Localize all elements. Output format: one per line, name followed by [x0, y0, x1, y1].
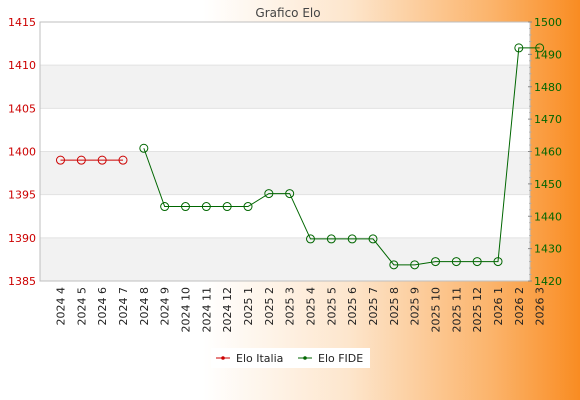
x-tick-label: 2025 2 — [263, 287, 276, 326]
data-point — [76, 155, 86, 165]
data-point — [431, 257, 440, 267]
data-point — [243, 202, 253, 212]
x-tick-label: 2025 1 — [242, 287, 255, 326]
data-point — [493, 257, 503, 267]
x-tick-label: 2025 4 — [305, 287, 318, 326]
data-point — [514, 43, 524, 53]
right-tick-label: 1490 — [534, 48, 562, 61]
right-tick-label: 1460 — [534, 146, 562, 159]
data-point — [326, 234, 336, 244]
left-tick-label: 1385 — [8, 275, 36, 288]
x-tick-label: 2026 3 — [534, 287, 547, 326]
x-tick-label: 2024 8 — [138, 287, 151, 326]
right-tick-label: 1480 — [534, 81, 562, 94]
data-point — [222, 202, 232, 212]
data-point — [97, 155, 107, 165]
x-tick-label: 2025 9 — [409, 287, 422, 326]
data-point — [389, 260, 399, 270]
left-tick-label: 1390 — [8, 232, 36, 245]
x-tick-label: 2025 12 — [471, 287, 484, 333]
legend-label: Elo Italia — [236, 352, 283, 365]
x-tick-label: 2025 10 — [430, 287, 443, 333]
x-tick-label: 2024 7 — [117, 287, 130, 326]
data-point — [139, 143, 149, 153]
left-tick-label: 1415 — [8, 16, 36, 29]
x-tick-label: 2024 12 — [221, 287, 234, 333]
data-point — [160, 202, 170, 212]
data-point — [118, 155, 128, 165]
legend-box — [211, 348, 370, 368]
right-y-axis: 1420 1430 1440 1450 1460 1470 1480 1490 1500 — [528, 16, 562, 288]
x-tick-label: 2025 7 — [367, 287, 380, 326]
data-point — [535, 43, 545, 53]
data-point — [410, 260, 420, 270]
legend-item: Elo Italia — [216, 352, 283, 365]
right-tick-label: 1440 — [534, 210, 562, 223]
series-elo-fide — [139, 43, 545, 270]
grid-band — [40, 237, 530, 281]
x-tick-label: 2024 11 — [200, 287, 213, 333]
left-tick-label: 1395 — [8, 189, 36, 202]
right-tick-label: 1450 — [534, 178, 562, 191]
x-tick-label: 2024 10 — [180, 287, 193, 333]
chart-title: Grafico Elo — [255, 6, 320, 20]
data-point — [56, 155, 65, 165]
x-tick-label: 2025 11 — [450, 287, 463, 333]
grid-band — [40, 151, 530, 195]
right-tick-label: 1420 — [534, 275, 562, 288]
x-tick-label: 2024 4 — [55, 287, 68, 326]
data-point — [472, 257, 482, 267]
left-tick-label: 1410 — [8, 59, 36, 72]
series-layer — [56, 43, 545, 270]
x-tick-label: 2024 9 — [159, 287, 172, 326]
series-elo-italia — [56, 155, 128, 165]
legend-item: Elo FIDE — [298, 352, 363, 365]
grid-band — [40, 65, 530, 109]
data-point — [264, 189, 274, 199]
x-tick-label: 2024 6 — [96, 287, 109, 326]
data-point — [368, 234, 378, 244]
x-tick-label: 2024 5 — [75, 287, 88, 326]
x-tick-label: 2025 5 — [325, 287, 338, 326]
left-tick-label: 1405 — [8, 102, 36, 115]
legend-swatch-marker — [221, 356, 225, 360]
right-tick-label: 1500 — [534, 16, 562, 29]
data-point — [181, 202, 190, 212]
data-point — [201, 202, 211, 212]
x-tick-label: 2026 1 — [492, 287, 505, 326]
x-tick-label: 2025 6 — [346, 287, 359, 326]
series-line — [143, 47, 540, 266]
left-y-axis: 1385 1390 1395 1400 1405 1410 1415 — [8, 16, 36, 288]
right-tick-label: 1430 — [534, 243, 562, 256]
x-tick-label: 2026 2 — [513, 287, 526, 326]
x-axis: 2024 4 2024 5 2024 6 2024 7 2024 8 2024 9 2024… — [55, 287, 547, 333]
legend-swatch-marker — [303, 356, 307, 360]
x-tick-label: 2025 3 — [284, 287, 297, 326]
legend-label: Elo FIDE — [318, 352, 363, 365]
x-tick-label: 2025 8 — [388, 287, 401, 326]
legend: Elo Italia Elo FIDE — [211, 348, 370, 368]
data-point — [451, 257, 461, 267]
plot-area — [39, 21, 531, 282]
left-tick-label: 1400 — [8, 146, 36, 159]
data-point — [347, 234, 357, 244]
data-point — [285, 189, 295, 199]
right-tick-label: 1470 — [534, 113, 562, 126]
data-point — [306, 234, 315, 244]
